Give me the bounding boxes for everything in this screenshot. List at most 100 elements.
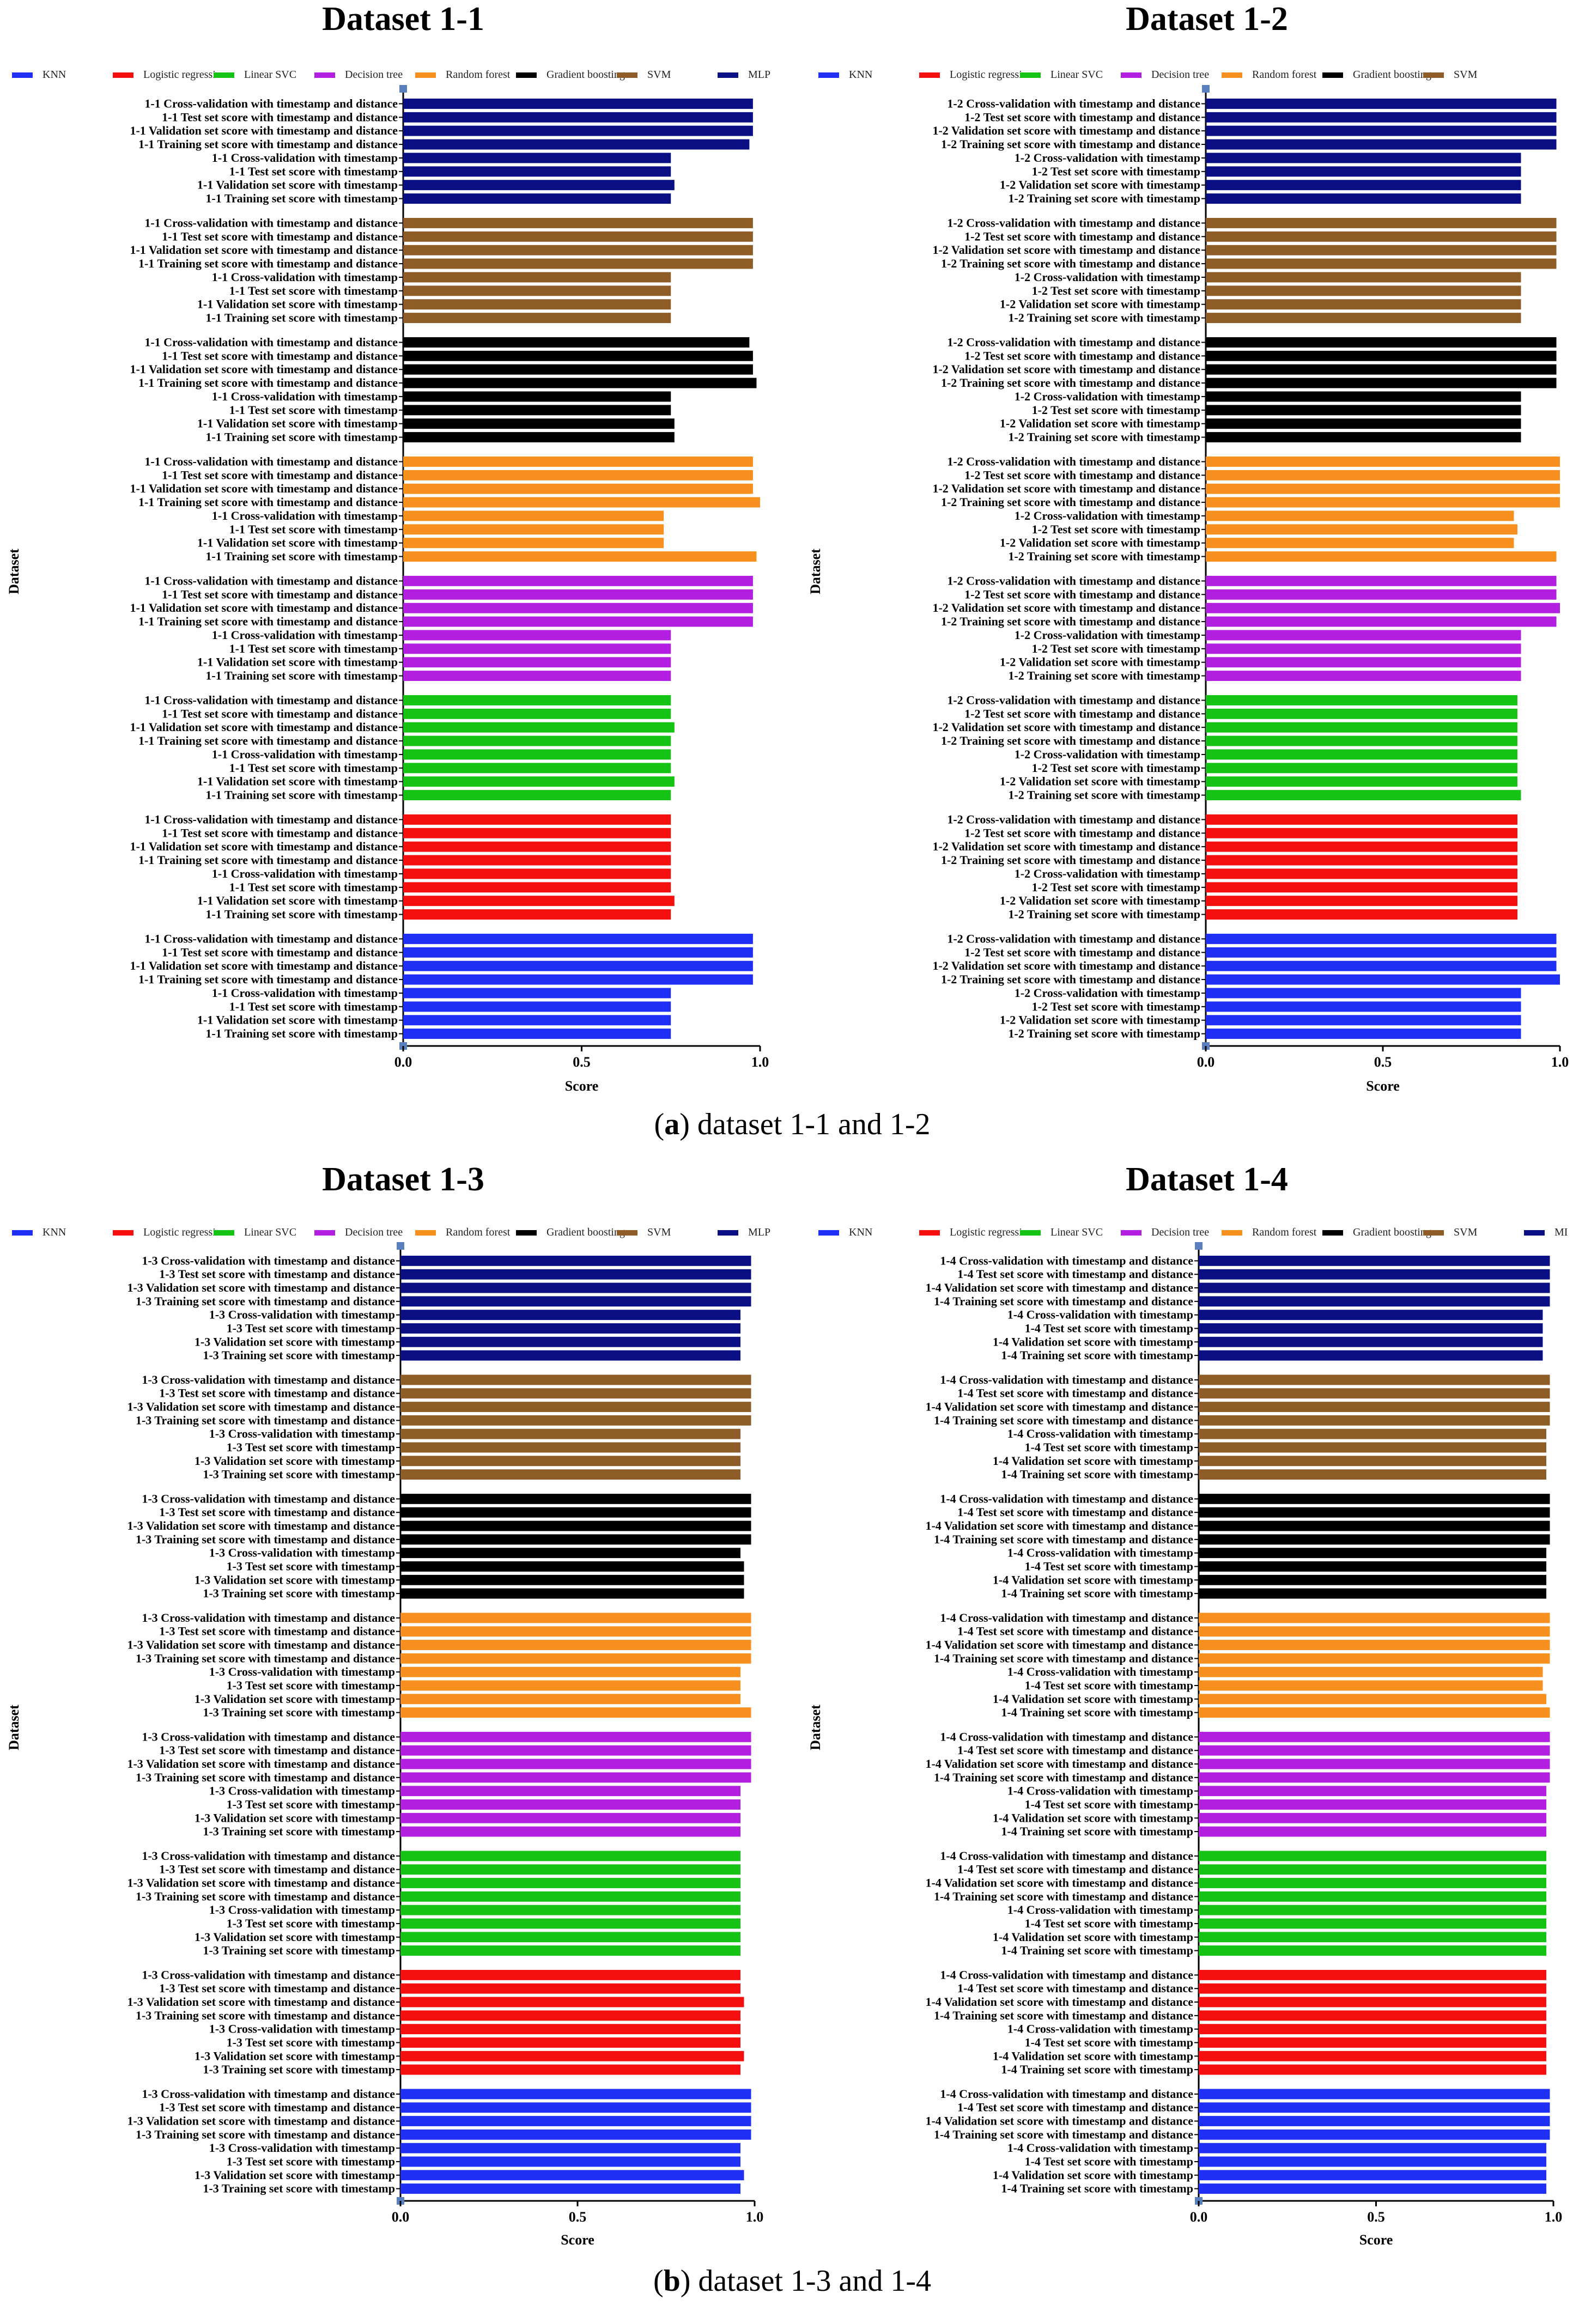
bar	[403, 933, 753, 944]
bar	[400, 1588, 744, 1599]
x-tick-label: 1.0	[746, 2209, 764, 2225]
y-tick-label: 1-2 Test set score with timestamp	[1032, 880, 1200, 894]
bar	[403, 814, 671, 825]
bar	[1199, 1653, 1550, 1664]
bar	[403, 882, 671, 893]
y-tick-label: 1-2 Test set score with timestamp	[1032, 642, 1200, 655]
bar	[1199, 1851, 1546, 1861]
x-tick-label: 1.0	[751, 1054, 769, 1070]
bar	[400, 1799, 740, 1810]
bar	[403, 497, 760, 508]
axis-handle	[1195, 1242, 1203, 1250]
y-tick-label: 1-3 Cross-validation with timestamp and …	[142, 1968, 395, 1981]
y-tick-label: 1-2 Validation set score with timestamp …	[932, 362, 1200, 376]
y-tick-label: 1-1 Training set score with timestamp	[205, 311, 398, 325]
series-random-forest: 1-3 Cross-validation with timestamp and …	[127, 1611, 751, 1719]
bar	[400, 1493, 751, 1504]
bar	[1199, 1388, 1550, 1399]
y-tick-label: 1-3 Training set score with timestamp	[203, 1944, 395, 1957]
bar	[1206, 551, 1557, 562]
x-tick-label: 0.5	[573, 1054, 591, 1070]
bar	[403, 483, 753, 494]
y-tick-label: 1-4 Validation set score with timestamp …	[925, 1638, 1193, 1652]
legend-swatch-knn	[12, 1230, 33, 1236]
bar	[1199, 1905, 1546, 1915]
y-tick-label: 1-2 Test set score with timestamp	[1032, 761, 1200, 775]
bar	[403, 166, 671, 177]
y-tick-label: 1-1 Cross-validation with timestamp and …	[144, 216, 398, 229]
y-tick-label: 1-4 Training set score with timestamp an…	[934, 1889, 1193, 1903]
y-tick-label: 1-3 Validation set score with timestamp	[195, 1692, 395, 1706]
y-tick-label: 1-3 Validation set score with timestamp …	[127, 1638, 395, 1652]
y-tick-label: 1-3 Training set score with timestamp an…	[136, 2127, 395, 2141]
legend-label: Logistic regression	[950, 1226, 1033, 1238]
y-tick-label: 1-1 Training set score with timestamp an…	[138, 972, 398, 986]
y-tick-label: 1-1 Cross-validation with timestamp and …	[144, 693, 398, 707]
bar	[403, 551, 757, 562]
series-mlp: 1-3 Cross-validation with timestamp and …	[127, 1254, 751, 1362]
y-tick-label: 1-4 Training set score with timestamp	[1001, 1468, 1193, 1481]
y-tick-label: 1-3 Test set score with timestamp	[227, 1321, 395, 1335]
bar	[1206, 378, 1557, 388]
y-tick-label: 1-3 Test set score with timestamp and di…	[159, 1981, 395, 1995]
bar	[1199, 1864, 1546, 1875]
bar	[1206, 960, 1557, 971]
x-tick-label: 0.0	[394, 1054, 412, 1070]
y-tick-label: 1-4 Test set score with timestamp	[1025, 2035, 1193, 2049]
bar	[1206, 868, 1517, 879]
bar	[403, 391, 671, 402]
y-tick-label: 1-2 Cross-validation with timestamp and …	[947, 812, 1200, 826]
bar	[1206, 364, 1557, 375]
bar	[403, 868, 671, 879]
bar	[1206, 139, 1557, 150]
y-tick-label: 1-1 Test set score with timestamp and di…	[162, 349, 398, 362]
bar	[403, 180, 675, 191]
series-decision-tree: 1-4 Cross-validation with timestamp and …	[925, 1730, 1550, 1838]
bar	[400, 2089, 751, 2100]
bar	[400, 1415, 751, 1426]
y-tick-label: 1-1 Training set score with timestamp	[205, 192, 398, 205]
bar	[403, 98, 753, 109]
y-axis-label: Dataset	[6, 1705, 22, 1750]
y-tick-label: 1-2 Test set score with timestamp	[1032, 522, 1200, 536]
y-tick-label: 1-2 Validation set score with timestamp	[1000, 417, 1200, 430]
bar	[1206, 299, 1521, 310]
y-tick-label: 1-3 Cross-validation with timestamp	[209, 2022, 395, 2036]
bar	[403, 695, 671, 705]
y-tick-label: 1-4 Test set score with timestamp and di…	[957, 1386, 1193, 1400]
bar	[400, 1666, 740, 1677]
y-tick-label: 1-3 Test set score with timestamp	[227, 1797, 395, 1811]
bar	[400, 1745, 751, 1756]
x-tick-label: 0.5	[1367, 2209, 1385, 2225]
bar	[1206, 193, 1521, 204]
bar	[403, 313, 671, 324]
bar	[1199, 1812, 1546, 1823]
bar	[1199, 2143, 1546, 2153]
bar	[1206, 153, 1521, 163]
y-tick-label: 1-1 Validation set score with timestamp …	[130, 959, 398, 972]
bar	[403, 193, 671, 204]
series-gradient-boosting: 1-1 Cross-validation with timestamp and …	[130, 335, 757, 444]
chart-panel-4: Dataset 1-4 KNN Logistic regression Linear …	[807, 1161, 1568, 2248]
bar	[400, 1534, 751, 1545]
y-tick-label: 1-3 Test set score with timestamp and di…	[159, 1743, 395, 1757]
legend-label: KNN	[849, 1226, 872, 1238]
bar	[400, 1296, 751, 1307]
bar	[400, 1442, 740, 1453]
bar	[1199, 1574, 1546, 1585]
y-tick-label: 1-2 Validation set score with timestamp …	[932, 243, 1200, 257]
y-tick-label: 1-1 Test set score with timestamp	[229, 642, 398, 655]
y-tick-label: 1-4 Validation set score with timestamp …	[925, 1400, 1193, 1414]
y-tick-label: 1-3 Validation set score with timestamp …	[127, 1519, 395, 1532]
y-tick-label: 1-4 Cross-validation with timestamp and …	[940, 1611, 1193, 1625]
y-tick-label: 1-1 Validation set score with timestamp …	[130, 720, 398, 734]
y-tick-label: 1-4 Test set score with timestamp	[1025, 1678, 1193, 1692]
y-tick-label: 1-4 Training set score with timestamp an…	[934, 1651, 1193, 1665]
y-tick-label: 1-1 Cross-validation with timestamp	[212, 270, 398, 284]
bar	[1206, 483, 1560, 494]
bar	[1199, 2037, 1546, 2048]
y-tick-label: 1-1 Test set score with timestamp	[229, 522, 398, 536]
y-tick-label: 1-1 Test set score with timestamp and di…	[162, 587, 398, 601]
x-tick-label: 0.5	[1374, 1054, 1392, 1070]
legend-label: Decision tree	[345, 1226, 403, 1238]
